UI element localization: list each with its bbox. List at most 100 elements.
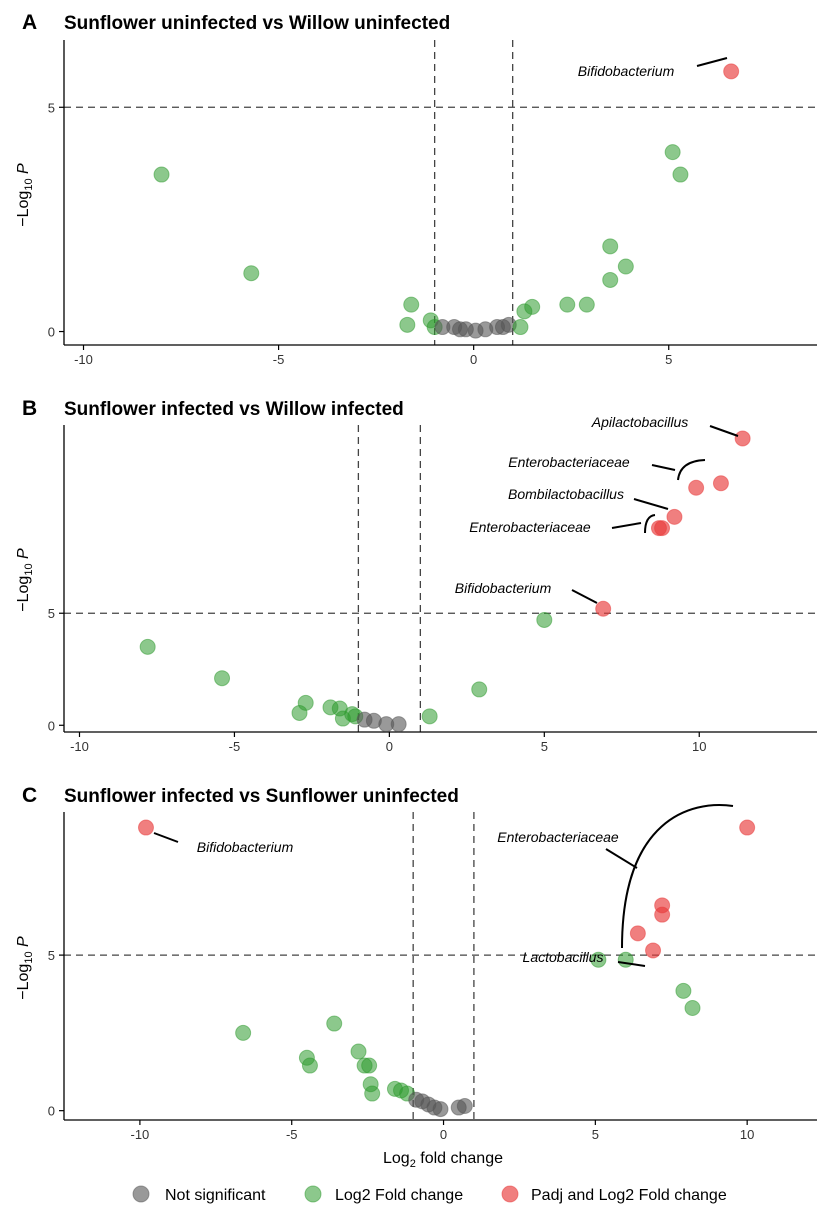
data-point-fc [243,265,260,282]
legend-label: Log2 Fold change [335,1187,463,1204]
annotation-bifidobacterium: Bifidobacterium [578,63,675,79]
x-tick-label: 0 [440,1127,447,1142]
annotation-connector [617,961,646,967]
x-tick-label: 10 [692,739,706,754]
panel-a-y-title: −Log10 P [15,163,35,227]
data-point-fc [297,694,314,711]
x-tick-label: 0 [470,352,477,367]
data-point-ns [432,1101,449,1118]
panel-a: A Sunflower uninfected vs Willow uninfec… [15,11,817,367]
data-point-fc [350,1043,367,1060]
legend-swatch [132,1185,150,1203]
legend-item-padj-and-log2-fold-change: Padj and Log2 Fold change [501,1185,727,1204]
annotation-connector [611,522,642,529]
legend-item-not-significant: Not significant [132,1185,266,1204]
data-point-both [666,508,683,525]
annotation-lactobacillus: Lactobacillus [523,949,604,965]
annotation-connector [605,848,638,869]
annotation-connector [633,498,669,510]
data-point-fc [399,316,416,333]
annotation-bracket [644,514,656,534]
data-point-fc [684,1000,701,1016]
annotation-bombilactobacillus: Bombilactobacillus [508,486,624,502]
data-point-fc [512,319,529,336]
data-point-both [654,897,671,914]
panel-c: C Sunflower infected vs Sunflower uninfe… [15,784,817,1170]
data-point-fc [617,258,634,275]
x-tick-label: 0 [386,739,393,754]
data-point-fc [301,1057,318,1074]
x-tick-label: -5 [229,739,241,754]
panel-a-annotations: Bifidobacterium [578,57,728,79]
data-point-fc [590,951,607,968]
panel-b-title: Sunflower infected vs Willow infected [64,399,404,420]
legend: Not significant Log2 Fold change Padj an… [132,1185,727,1204]
annotation-connector [696,57,728,67]
panel-b: B Sunflower infected vs Willow infected … [15,397,817,754]
y-tick-label: 0 [48,718,55,733]
data-point-both [645,942,662,959]
legend-item-log2-fold-change: Log2 Fold change [304,1185,463,1204]
data-point-both [739,819,756,836]
data-point-fc [214,670,231,687]
data-point-fc [139,638,156,655]
legend-swatch [501,1185,519,1203]
panel-c-y-title: −Log10 P [15,936,35,1000]
annotation-enterobacteriaceae-upper: Enterobacteriaceae [508,454,630,470]
y-tick-label: 5 [48,948,55,963]
x-tick-label: -5 [273,352,285,367]
data-point-both [629,925,646,942]
annotation-apilactobacillus: Apilactobacillus [591,414,689,430]
x-tick-label: -10 [70,739,89,754]
x-tick-label: 5 [541,739,548,754]
data-point-both [654,520,671,537]
data-point-ns [390,716,407,733]
data-point-fc [524,298,541,315]
data-point-fc [578,296,595,313]
x-tick-label: 10 [740,1127,754,1142]
panel-a-title: Sunflower uninfected vs Willow uninfecte… [64,13,450,34]
y-tick-label: 5 [48,100,55,115]
y-tick-label: 0 [48,1104,55,1119]
legend-swatch [304,1185,322,1203]
data-point-both [137,819,154,836]
annotation-connector [571,589,598,604]
panel-letter-a: A [22,11,37,34]
data-point-fc [617,951,634,968]
panel-letter-b: B [22,397,37,420]
data-point-fc [326,1015,343,1032]
panel-c-annotations: Bifidobacterium Enterobacteriaceae Lacto… [153,804,734,967]
data-point-fc [153,166,170,183]
x-tick-label: -10 [74,352,93,367]
data-point-fc [364,1085,381,1102]
data-point-fc [471,681,488,698]
x-tick-label: 5 [665,352,672,367]
annotation-bracket [677,459,706,481]
panel-letter-c: C [22,784,37,807]
data-point-fc [602,238,619,255]
data-point-fc [559,296,576,313]
annotation-connector [153,832,179,843]
annotation-bifidobacterium: Bifidobacterium [455,580,552,596]
x-tick-label: -5 [286,1127,298,1142]
x-tick-label: -10 [131,1127,150,1142]
data-point-fc [672,166,689,183]
panel-b-annotations: Apilactobacillus Enterobacteriaceae Bomb… [455,414,739,604]
y-tick-label: 0 [48,325,55,340]
data-point-fc [664,144,681,161]
legend-label: Padj and Log2 Fold change [531,1187,727,1204]
panel-b-y-title: −Log10 P [15,548,35,612]
data-point-ns [456,1098,473,1114]
data-point-fc [235,1024,252,1041]
annotation-enterobacteriaceae-lower: Enterobacteriaceae [469,519,591,535]
annotation-connector [651,464,676,471]
data-point-both [712,475,729,492]
legend-label: Not significant [165,1187,266,1204]
data-point-both [734,430,751,447]
annotation-enterobacteriaceae: Enterobacteriaceae [497,829,619,845]
x-tick-label: 5 [592,1127,599,1142]
data-point-fc [403,296,420,313]
panel-c-x-title: Log2 fold change [383,1150,503,1170]
data-point-fc [602,271,619,288]
